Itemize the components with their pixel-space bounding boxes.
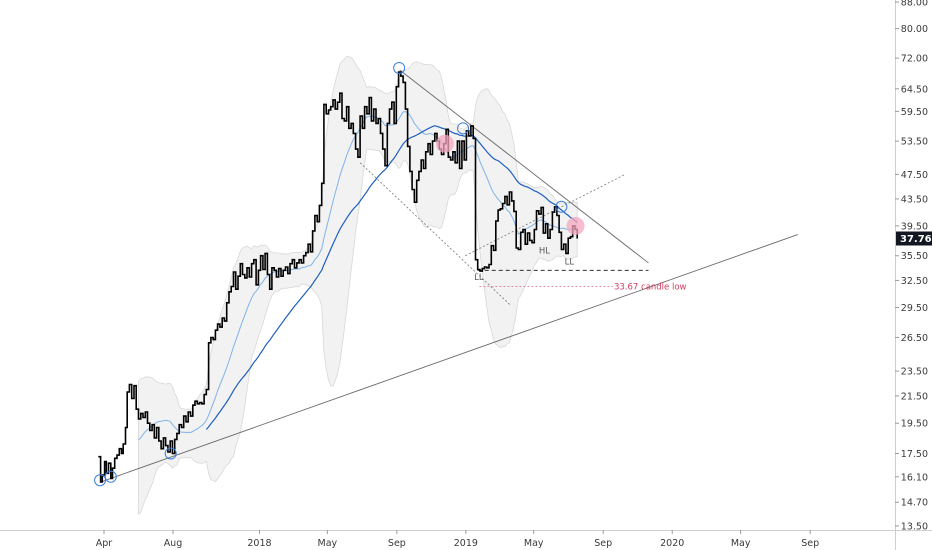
- x-tick-label: 2018: [247, 538, 271, 549]
- trendline-dotted: [465, 173, 626, 257]
- y-tick-label: 80.00: [901, 24, 928, 35]
- highlight-circle-marker: [435, 134, 454, 153]
- pivot-circle-marker: [104, 470, 117, 483]
- y-tick-label: 35.50: [901, 251, 928, 262]
- x-tick-label: 2019: [454, 538, 478, 549]
- y-tick-label: 23.50: [901, 367, 928, 378]
- x-tick-label: Sep: [388, 538, 406, 549]
- y-tick-label: 29.50: [901, 303, 928, 314]
- x-tick-label: Apr: [96, 538, 113, 549]
- ma-light-line: [138, 111, 578, 441]
- annotation-label: 33.67 candle low: [614, 283, 687, 293]
- annotation-label: LL: [474, 273, 484, 283]
- x-tick-label: May: [731, 538, 751, 549]
- y-axis-ticks: 88.00 80.00 72.00 64.50 59.50 53.50 47.50 43.50…: [895, 0, 928, 533]
- annotation-label: HL: [539, 246, 550, 256]
- x-tick-label: Sep: [801, 538, 819, 549]
- bollinger-band: [138, 56, 578, 516]
- y-tick-label: 21.50: [901, 391, 928, 402]
- y-tick-label: 16.10: [901, 472, 928, 483]
- y-tick-label: 59.50: [901, 107, 928, 118]
- x-tick-label: Aug: [164, 538, 183, 549]
- y-tick-label: 72.00: [901, 54, 928, 65]
- price-series: [98, 71, 578, 483]
- y-tick-label: 13.50: [901, 522, 928, 533]
- pivot-circle-marker: [555, 200, 568, 213]
- moving-averages: [138, 111, 578, 441]
- trendline-solid: [399, 69, 649, 264]
- y-tick-label: 32.50: [901, 276, 928, 287]
- y-tick-label: 14.70: [901, 498, 928, 509]
- annotation-label: LL: [565, 257, 575, 267]
- y-tick-label: 43.50: [901, 194, 928, 205]
- x-tick-label: 2020: [660, 538, 684, 549]
- pivot-circle-marker: [94, 474, 107, 487]
- x-tick-label: Sep: [594, 538, 612, 549]
- trendline-solid: [100, 234, 798, 483]
- trendlines: [100, 69, 798, 483]
- markers: [94, 61, 585, 487]
- x-tick-label: May: [524, 538, 544, 549]
- ma-dark-line: [205, 125, 578, 430]
- annotations: LL HL LL 33.67 candle low: [474, 246, 686, 292]
- pivot-circle-marker: [393, 61, 406, 74]
- pivot-circle-marker: [457, 122, 470, 135]
- y-tick-label: 26.50: [901, 333, 928, 344]
- plot-background: [0, 0, 895, 530]
- current-price-tag: 37.76: [896, 231, 932, 246]
- x-axis-ticks: Apr Aug 2018 May Sep 2019 May Sep 2020 May Sep: [96, 530, 819, 549]
- x-tick-label: May: [318, 538, 338, 549]
- y-tick-label: 53.50: [901, 137, 928, 148]
- y-tick-label: 88.00: [901, 0, 928, 9]
- bollinger-band-area: [138, 56, 578, 516]
- price-step-line: [98, 71, 578, 483]
- y-tick-label: 47.50: [901, 170, 928, 181]
- y-tick-label: 64.50: [901, 84, 928, 95]
- y-tick-label: 39.50: [901, 221, 928, 232]
- highlight-circle-marker: [566, 216, 585, 235]
- y-tick-label: 17.50: [901, 449, 928, 460]
- current-price-label: 37.76: [900, 234, 932, 245]
- y-tick-label: 19.50: [901, 419, 928, 430]
- pivot-circle-marker: [164, 447, 177, 460]
